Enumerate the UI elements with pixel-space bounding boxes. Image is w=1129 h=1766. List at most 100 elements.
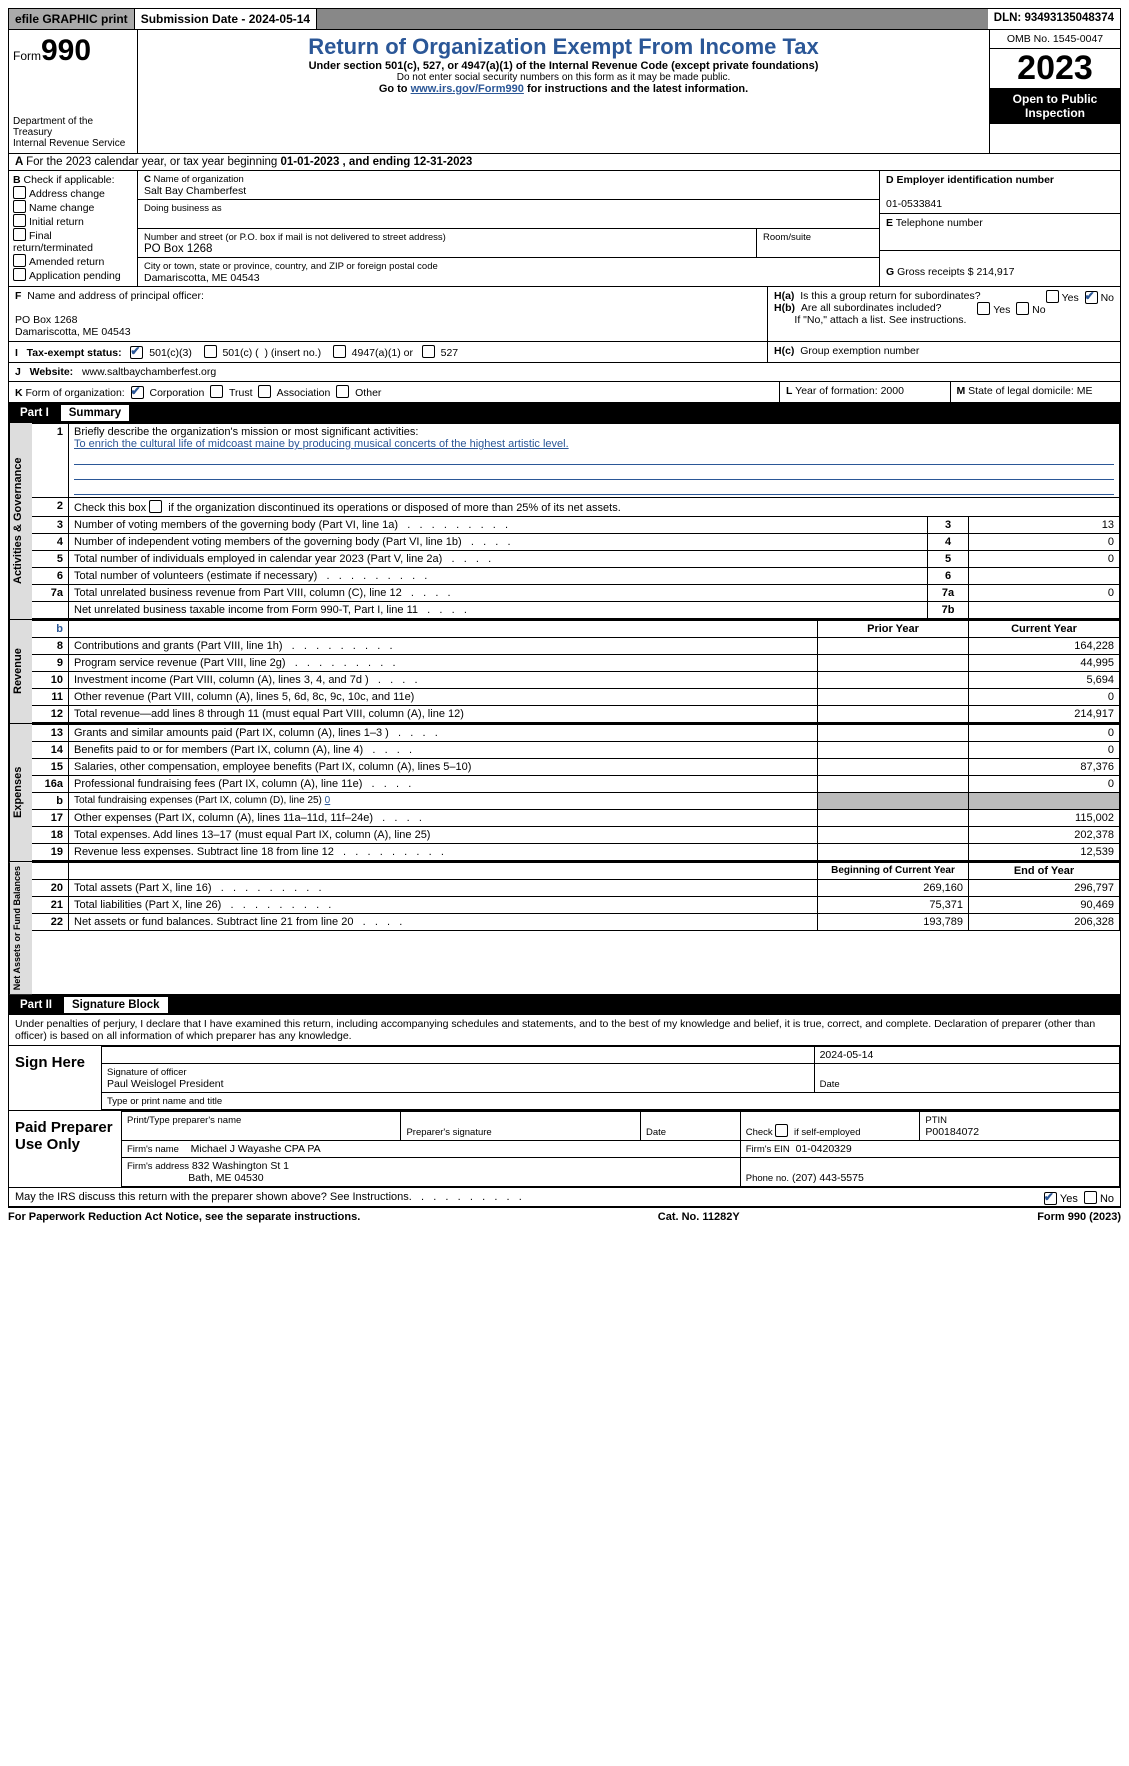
tax-year: 2023 bbox=[990, 49, 1120, 88]
website-label: Website: bbox=[30, 366, 74, 378]
chk-501c[interactable] bbox=[204, 345, 217, 358]
part2-bar: Part IISignature Block bbox=[8, 995, 1121, 1015]
treasury-dept: Department of the Treasury Internal Reve… bbox=[13, 116, 133, 149]
hdr-begin: Beginning of Current Year bbox=[818, 863, 969, 880]
part1-body: Activities & Governance 1 Briefly descri… bbox=[8, 423, 1121, 995]
b22: 193,789 bbox=[818, 914, 969, 931]
chk-ha-yes[interactable] bbox=[1046, 290, 1059, 303]
box-c: C Name of organization Salt Bay Chamberf… bbox=[138, 171, 879, 286]
box-b: B Check if applicable: Address change Na… bbox=[9, 171, 138, 286]
firm-ein: 01-0420329 bbox=[796, 1143, 852, 1155]
prep-name-label: Print/Type preparer's name bbox=[127, 1115, 241, 1126]
c16a: 0 bbox=[969, 776, 1120, 793]
chk-501c3[interactable] bbox=[130, 346, 143, 359]
type-name-label: Type or print name and title bbox=[107, 1096, 222, 1107]
org-name: Salt Bay Chamberfest bbox=[144, 185, 246, 197]
e22: 206,328 bbox=[969, 914, 1120, 931]
box-f: F Name and address of principal officer:… bbox=[9, 287, 768, 341]
c17: 115,002 bbox=[969, 810, 1120, 827]
chk-discuss-yes[interactable] bbox=[1044, 1192, 1057, 1205]
gross-value: 214,917 bbox=[976, 266, 1014, 278]
c12: 214,917 bbox=[969, 706, 1120, 723]
form-number: Form990 bbox=[13, 34, 133, 68]
chk-hb-yes[interactable] bbox=[977, 302, 990, 315]
mission-text: To enrich the cultural life of midcoast … bbox=[74, 438, 569, 450]
page-footer: For Paperwork Reduction Act Notice, see … bbox=[8, 1207, 1121, 1223]
website-value: www.saltbaychamberfest.org bbox=[82, 366, 216, 378]
chk-527[interactable] bbox=[422, 345, 435, 358]
ag-table: 1 Briefly describe the organization's mi… bbox=[32, 423, 1120, 619]
c19: 12,539 bbox=[969, 844, 1120, 861]
officer-name: Paul Weislogel President bbox=[107, 1078, 224, 1090]
discuss-row: May the IRS discuss this return with the… bbox=[9, 1188, 1120, 1206]
chk-amended[interactable] bbox=[13, 254, 26, 267]
l1-label: Briefly describe the organization's miss… bbox=[74, 426, 418, 438]
footer-left: For Paperwork Reduction Act Notice, see … bbox=[8, 1211, 360, 1223]
gross-label: Gross receipts $ bbox=[897, 266, 976, 278]
c10: 5,694 bbox=[969, 672, 1120, 689]
state-domicile: ME bbox=[1077, 385, 1093, 397]
chk-address-change[interactable] bbox=[13, 186, 26, 199]
chk-app-pending[interactable] bbox=[13, 268, 26, 281]
header-mid: Return of Organization Exempt From Incom… bbox=[138, 30, 989, 153]
sig-officer-label: Signature of officer bbox=[107, 1067, 187, 1078]
open-to-public: Open to Public Inspection bbox=[990, 88, 1120, 124]
side-ag: Activities & Governance bbox=[9, 423, 32, 619]
prep-sig-label: Preparer's signature bbox=[406, 1127, 491, 1138]
header-right: OMB No. 1545-0047 2023 Open to Public In… bbox=[989, 30, 1120, 153]
phone-label: Telephone number bbox=[896, 217, 983, 229]
city-value: Damariscotta, ME 04543 bbox=[144, 272, 260, 284]
chk-self-employed[interactable] bbox=[775, 1124, 788, 1137]
chk-discontinued[interactable] bbox=[149, 500, 162, 513]
chk-assoc[interactable] bbox=[258, 385, 271, 398]
firm-phone: (207) 443-5575 bbox=[792, 1172, 864, 1184]
omb-number: OMB No. 1545-0047 bbox=[990, 30, 1120, 49]
form-title: Return of Organization Exempt From Incom… bbox=[144, 34, 983, 60]
row-j: J Website: www.saltbaychamberfest.org bbox=[8, 363, 1121, 382]
v6 bbox=[969, 568, 1120, 585]
ein-label: Employer identification number bbox=[897, 174, 1055, 186]
hb-label: Are all subordinates included? bbox=[801, 302, 942, 314]
chk-hb-no[interactable] bbox=[1016, 302, 1029, 315]
chk-ha-no[interactable] bbox=[1085, 291, 1098, 304]
e21: 90,469 bbox=[969, 897, 1120, 914]
c18: 202,378 bbox=[969, 827, 1120, 844]
header-left: Form990 Department of the Treasury Inter… bbox=[9, 30, 138, 153]
v7a: 0 bbox=[969, 585, 1120, 602]
header-sub2: Do not enter social security numbers on … bbox=[144, 72, 983, 83]
c9: 44,995 bbox=[969, 655, 1120, 672]
chk-4947[interactable] bbox=[333, 345, 346, 358]
c11: 0 bbox=[969, 689, 1120, 706]
paid-preparer-label: Paid Preparer Use Only bbox=[9, 1111, 121, 1187]
chk-discuss-no[interactable] bbox=[1084, 1191, 1097, 1204]
v3: 13 bbox=[969, 517, 1120, 534]
ptin-label: PTIN bbox=[925, 1115, 947, 1126]
firm-addr2: Bath, ME 04530 bbox=[188, 1172, 263, 1184]
box-h: H(a) Is this a group return for subordin… bbox=[768, 287, 1120, 341]
chk-initial-return[interactable] bbox=[13, 214, 26, 227]
rev-table: bPrior YearCurrent Year 8Contributions a… bbox=[32, 620, 1120, 723]
chk-name-change[interactable] bbox=[13, 200, 26, 213]
chk-final-return[interactable] bbox=[13, 228, 26, 241]
chk-corp[interactable] bbox=[131, 386, 144, 399]
v5: 0 bbox=[969, 551, 1120, 568]
c13: 0 bbox=[969, 725, 1120, 742]
submission-date: Submission Date - 2024-05-14 bbox=[135, 9, 317, 29]
date-label: Date bbox=[820, 1079, 840, 1090]
chk-trust[interactable] bbox=[210, 385, 223, 398]
na-table: Beginning of Current YearEnd of Year 20T… bbox=[32, 862, 1120, 931]
row-i: I Tax-exempt status: 501(c)(3) 501(c) ( … bbox=[8, 342, 1121, 363]
irs-link[interactable]: www.irs.gov/Form990 bbox=[411, 83, 524, 95]
form-header: Form990 Department of the Treasury Inter… bbox=[8, 30, 1121, 154]
c14: 0 bbox=[969, 742, 1120, 759]
chk-other[interactable] bbox=[336, 385, 349, 398]
efile-print-button[interactable]: efile GRAPHIC print bbox=[9, 9, 135, 29]
hdr-curr: Current Year bbox=[969, 621, 1120, 638]
c8: 164,228 bbox=[969, 638, 1120, 655]
row-klm: K Form of organization: Corporation Trus… bbox=[8, 382, 1121, 403]
c15: 87,376 bbox=[969, 759, 1120, 776]
header-sub3: Go to www.irs.gov/Form990 for instructio… bbox=[144, 83, 983, 95]
dba-label: Doing business as bbox=[144, 203, 222, 214]
firm-name: Michael J Wayashe CPA PA bbox=[191, 1143, 321, 1155]
box-deg: D Employer identification number 01-0533… bbox=[879, 171, 1120, 286]
